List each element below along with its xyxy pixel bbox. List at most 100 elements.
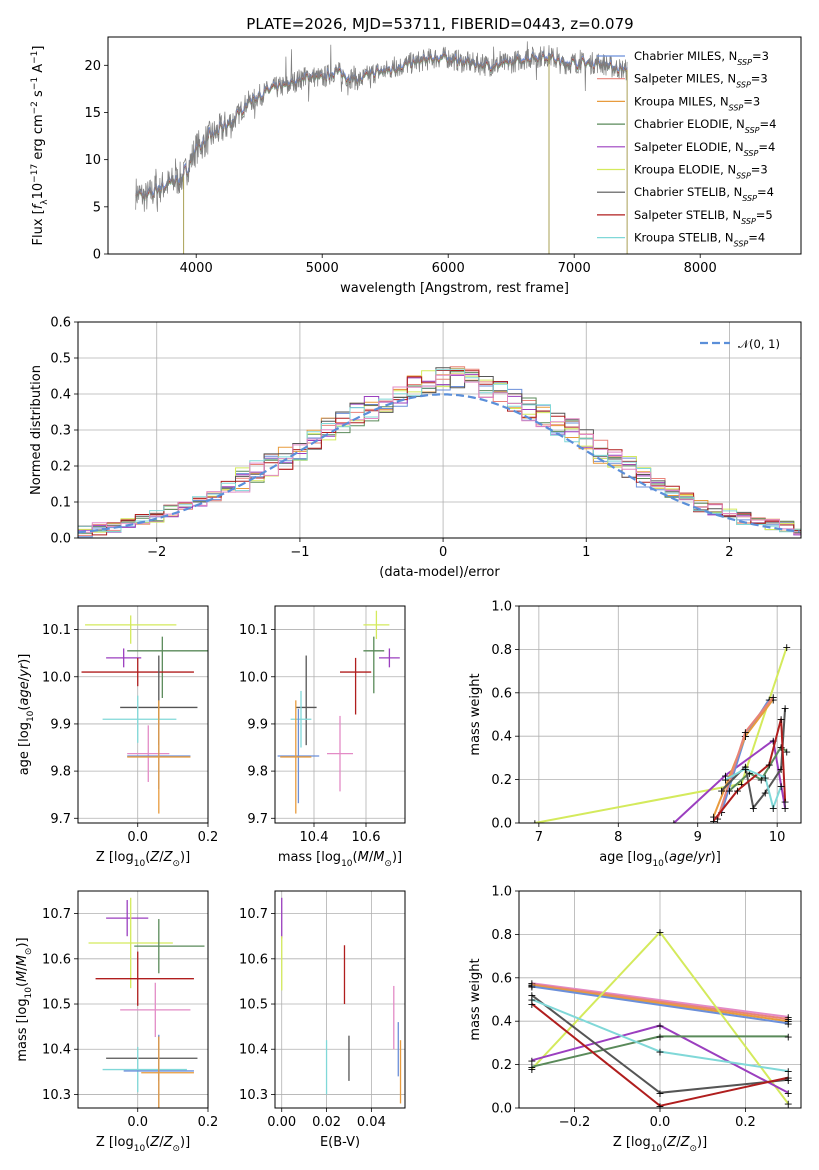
legend-count: =3 bbox=[751, 72, 768, 86]
y-tick-label: 0.1 bbox=[50, 496, 71, 511]
errorbar-point bbox=[363, 610, 390, 640]
y-axis-label: mass weight bbox=[468, 673, 483, 755]
mass-weight-line bbox=[712, 718, 787, 822]
x-tick-label: 0.0 bbox=[127, 1115, 148, 1130]
x-tick-label: 0.0 bbox=[650, 1115, 671, 1130]
plus-marker: + bbox=[655, 1020, 664, 1033]
plus-marker: + bbox=[717, 784, 726, 797]
y-tick-label: 10.1 bbox=[239, 623, 268, 638]
label-part: ⊙ bbox=[172, 1144, 180, 1154]
x-tick-label: 0.2 bbox=[198, 830, 219, 845]
y-tick-label: 0.6 bbox=[491, 686, 512, 701]
residuals-panel: −2 −1 0 1 2 0.0 0.1 0.2 0.3 0.4 0.5 0.6 (data-model)… bbox=[29, 316, 802, 580]
label-part: age bbox=[669, 850, 693, 865]
plus-marker: + bbox=[655, 1046, 664, 1059]
y-tick-label: 0.8 bbox=[491, 928, 512, 943]
errorbar-point bbox=[85, 615, 177, 644]
label-part: 10 bbox=[31, 183, 46, 200]
x-tick-label: 7000 bbox=[558, 261, 591, 276]
plus-marker: + bbox=[784, 1087, 793, 1100]
errorbar-point bbox=[327, 715, 353, 792]
y-axis-label: age [log10(age/yr)] bbox=[17, 654, 36, 776]
errorbar-point bbox=[88, 897, 173, 989]
x-tick-label: 0.2 bbox=[198, 1115, 219, 1130]
label-part: −2 bbox=[30, 101, 40, 114]
legend-label: Salpeter MILES, N bbox=[634, 72, 736, 86]
x-axis-label: age [log10(age/yr)] bbox=[599, 850, 721, 869]
plus-marker: + bbox=[527, 978, 536, 991]
figure-title: PLATE=2026, MJD=53711, FIBERID=0443, z=0… bbox=[246, 15, 633, 33]
y-tick-label: 9.8 bbox=[247, 765, 268, 780]
label-part: age bbox=[17, 681, 32, 705]
legend-entry: Salpeter ELODIE, NSSP=4 bbox=[634, 140, 775, 158]
legend-sub: SSP bbox=[745, 126, 760, 135]
plus-marker: + bbox=[765, 758, 774, 771]
y-tick-label: 0.0 bbox=[491, 817, 512, 832]
legend-count: =4 bbox=[760, 117, 777, 131]
mass-weight-line bbox=[712, 698, 774, 817]
errorbar-point bbox=[280, 700, 312, 814]
label-part: ⊙ bbox=[24, 948, 34, 956]
legend-entry: 𝒩(0, 1) bbox=[738, 337, 780, 351]
x-tick-label: 0.0 bbox=[127, 830, 148, 845]
x-tick-label: −2 bbox=[147, 545, 166, 560]
legend-entry: Chabrier ELODIE, NSSP=4 bbox=[634, 117, 776, 135]
legend-label: Salpeter STELIB, N bbox=[634, 208, 741, 222]
plus-marker: + bbox=[713, 813, 722, 826]
x-tick-label: 4000 bbox=[180, 261, 213, 276]
plus-marker: + bbox=[769, 693, 778, 706]
legend-count: =5 bbox=[756, 208, 773, 222]
label-part: ⊙ bbox=[689, 1144, 697, 1154]
mass-weight-line bbox=[531, 983, 789, 1020]
axes-frame bbox=[77, 890, 209, 1109]
plot-area bbox=[81, 615, 208, 814]
plus-marker: + bbox=[655, 926, 664, 939]
plus-marker: + bbox=[777, 713, 786, 726]
plus-marker: + bbox=[655, 1030, 664, 1043]
x-tick-label: 10.6 bbox=[352, 830, 381, 845]
y-tick-label: 10.6 bbox=[239, 952, 268, 967]
legend-entry: Kroupa MILES, NSSP=3 bbox=[634, 94, 760, 112]
plus-marker: + bbox=[527, 979, 536, 992]
label-part: Z bbox=[149, 850, 160, 865]
x-tick-label: 1 bbox=[582, 545, 590, 560]
mass-weight-line bbox=[673, 738, 787, 823]
plus-marker: + bbox=[749, 802, 758, 815]
plus-marker: + bbox=[717, 806, 726, 819]
errorbar-point bbox=[127, 725, 170, 782]
plus-marker: + bbox=[782, 745, 791, 758]
label-part: 10 bbox=[134, 1144, 146, 1154]
label-part: )] bbox=[711, 850, 721, 865]
legend-label: Chabrier STELIB, N bbox=[634, 185, 742, 199]
label-part: −17 bbox=[30, 164, 40, 183]
plus-marker: + bbox=[741, 763, 750, 776]
legend-label: Salpeter ELODIE, N bbox=[634, 140, 744, 154]
y-tick-label: 0.6 bbox=[491, 971, 512, 986]
label-part: 10 bbox=[134, 859, 146, 869]
plot-area: ++++++++++++++++ ++++++++++ bbox=[527, 926, 793, 1108]
label-part: ( bbox=[17, 706, 32, 711]
axes-frame bbox=[518, 605, 802, 824]
label-part: / bbox=[369, 850, 374, 865]
label-part: Z bbox=[163, 1135, 174, 1150]
label-part: )] bbox=[392, 850, 402, 865]
errorbar-point bbox=[95, 951, 194, 1006]
plus-marker: + bbox=[782, 641, 791, 654]
plus-marker: + bbox=[784, 1017, 793, 1030]
label-part: )] bbox=[17, 654, 32, 664]
model-spectrum-line bbox=[135, 50, 628, 199]
y-tick-label: 20 bbox=[84, 59, 101, 74]
legend-sub: SSP bbox=[734, 239, 749, 248]
x-axis-label: wavelength [Angstrom, rest frame] bbox=[340, 281, 569, 296]
label-part: )] bbox=[15, 937, 30, 947]
legend-entry: Chabrier STELIB, NSSP=4 bbox=[634, 185, 774, 203]
x-tick-label: 0 bbox=[439, 545, 447, 560]
y-tick-label: 10.1 bbox=[42, 623, 71, 638]
label-part: ( bbox=[145, 1135, 150, 1150]
y-tick-label: 15 bbox=[84, 106, 101, 121]
plus-marker: + bbox=[655, 1087, 664, 1100]
legend-entry: Kroupa ELODIE, NSSP=3 bbox=[634, 163, 768, 181]
label-part: −1 bbox=[30, 51, 40, 64]
axes-frame bbox=[77, 605, 209, 824]
errorbar-point bbox=[102, 1046, 187, 1093]
